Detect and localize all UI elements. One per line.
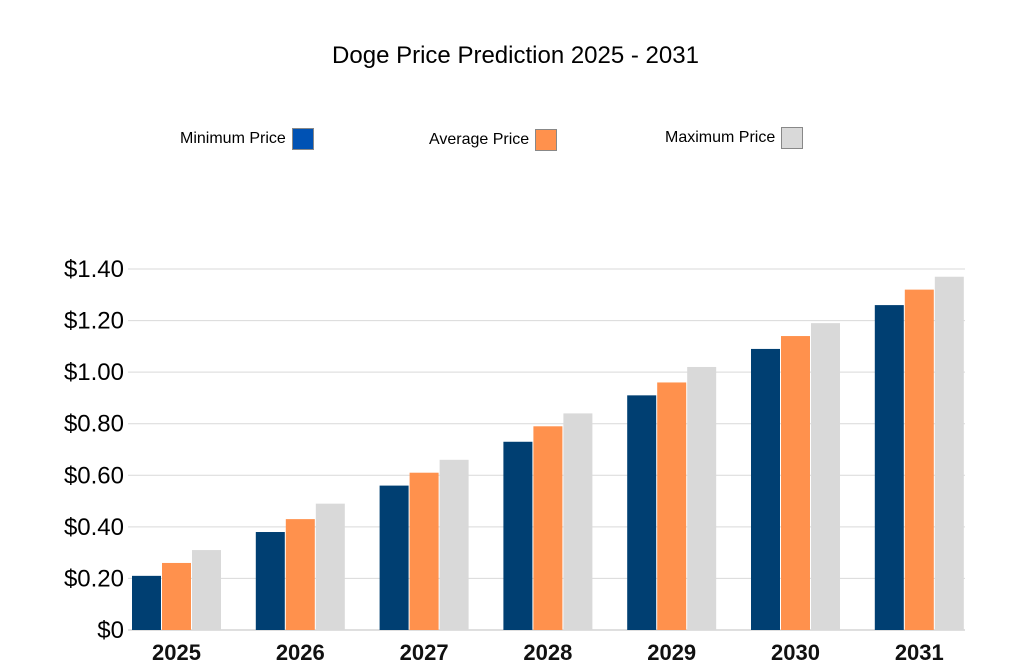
legend-label-maximum: Maximum Price bbox=[665, 129, 776, 146]
bar-average-price-2030 bbox=[781, 336, 810, 630]
legend-item-maximum: Maximum Price bbox=[665, 125, 804, 151]
legend-label-average: Average Price bbox=[429, 131, 530, 148]
bar-minimum-price-2030 bbox=[751, 348, 780, 630]
x-tick-label: 2031 bbox=[895, 640, 944, 665]
bar-maximum-price-2026 bbox=[315, 503, 345, 630]
y-axis-ticks: $0 $0.20 $0.40 $0.60 $0.80 $1.00 $1.20 $1.40 bbox=[64, 256, 124, 644]
y-tick-label: $0.60 bbox=[64, 462, 124, 489]
bar-minimum-price-2028 bbox=[503, 441, 533, 630]
bar-minimum-price-2031 bbox=[874, 305, 904, 630]
bar-minimum-price-2026 bbox=[255, 532, 285, 630]
x-tick-label: 2029 bbox=[647, 640, 696, 665]
x-tick-label: 2028 bbox=[523, 640, 572, 665]
y-tick-label: $1.20 bbox=[64, 308, 124, 335]
x-tick-label: 2027 bbox=[400, 640, 449, 665]
legend-swatch-minimum bbox=[291, 128, 314, 150]
bar-average-price-2031 bbox=[904, 289, 934, 630]
legend-label-minimum: Minimum Price bbox=[180, 130, 286, 147]
bar-average-price-2025 bbox=[162, 562, 191, 630]
y-tick-label: $0.40 bbox=[64, 514, 124, 541]
bar-maximum-price-2028 bbox=[563, 413, 593, 630]
y-tick-label: $0.20 bbox=[64, 565, 124, 592]
y-tick-label: $0.80 bbox=[64, 411, 124, 438]
legend-item-average: Average Price bbox=[429, 127, 558, 153]
bar-average-price-2029 bbox=[657, 382, 687, 630]
legend-swatch-average bbox=[535, 129, 558, 151]
bar-maximum-price-2030 bbox=[811, 323, 840, 630]
bars bbox=[132, 276, 964, 630]
y-tick-label: $0 bbox=[97, 617, 124, 644]
chart-title: Doge Price Prediction 2025 - 2031 bbox=[332, 42, 699, 69]
bar-maximum-price-2025 bbox=[192, 550, 221, 630]
bar-maximum-price-2029 bbox=[687, 366, 717, 630]
y-tick-label: $1.00 bbox=[64, 359, 124, 386]
legend-item-minimum: Minimum Price bbox=[180, 126, 314, 152]
x-tick-label: 2030 bbox=[771, 640, 820, 665]
bar-maximum-price-2031 bbox=[934, 276, 964, 630]
bar-average-price-2027 bbox=[409, 472, 439, 630]
bar-minimum-price-2025 bbox=[132, 575, 161, 630]
legend-swatch-maximum bbox=[781, 127, 804, 149]
bar-maximum-price-2027 bbox=[439, 459, 469, 630]
x-tick-label: 2025 bbox=[152, 640, 201, 665]
bar-average-price-2028 bbox=[533, 426, 563, 630]
bar-average-price-2026 bbox=[285, 519, 315, 630]
bar-minimum-price-2027 bbox=[379, 485, 409, 630]
x-axis-ticks: 2025 2026 2027 2028 2029 2030 2031 bbox=[152, 640, 944, 665]
bar-minimum-price-2029 bbox=[627, 395, 657, 630]
y-tick-label: $1.40 bbox=[64, 256, 124, 283]
x-tick-label: 2026 bbox=[276, 640, 325, 665]
